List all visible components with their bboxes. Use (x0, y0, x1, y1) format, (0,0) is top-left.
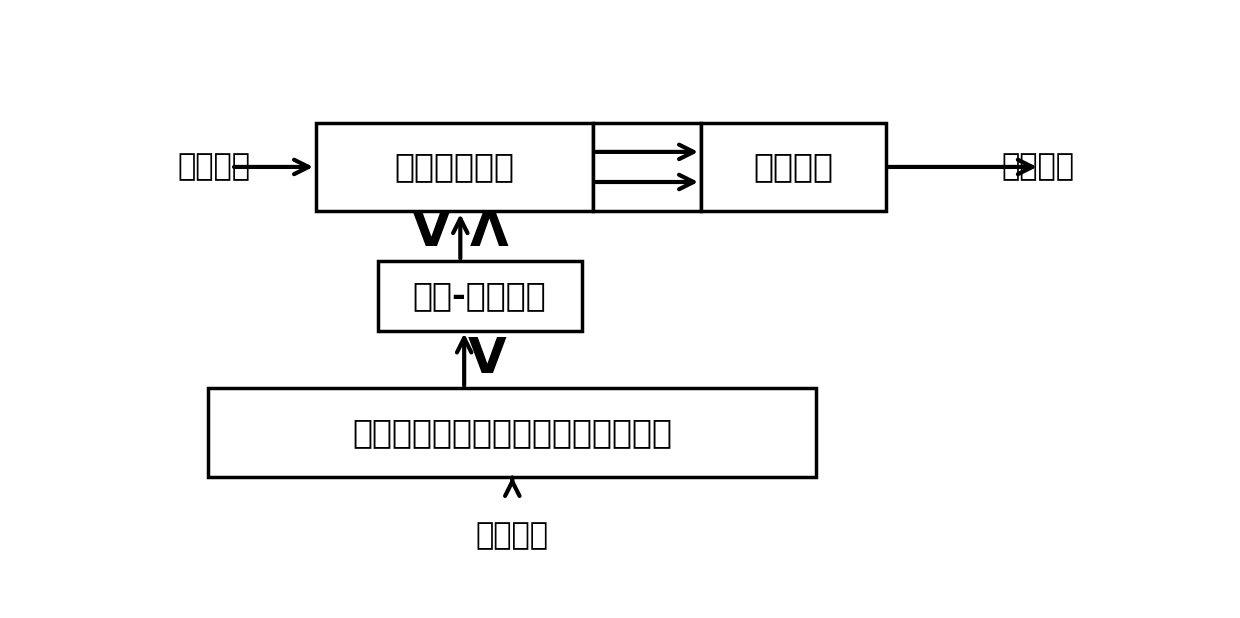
Text: 中频电路: 中频电路 (754, 150, 833, 184)
Bar (208, 388, 816, 477)
Text: 射频输入: 射频输入 (177, 152, 250, 181)
Text: Λ: Λ (470, 208, 508, 256)
Bar (701, 122, 885, 211)
Bar (316, 122, 593, 211)
Bar (593, 122, 701, 211)
Text: V: V (412, 208, 451, 256)
Text: 本振输入: 本振输入 (476, 521, 549, 550)
Text: 中频输出: 中频输出 (1002, 152, 1074, 181)
Text: V: V (467, 336, 507, 383)
Bar (377, 261, 582, 331)
Text: 槽线-微带巴伦: 槽线-微带巴伦 (413, 279, 547, 313)
Text: 取样门管电路: 取样门管电路 (394, 150, 515, 184)
Text: 自偏置非线性传输线窄脉冲发生电路: 自偏置非线性传输线窄脉冲发生电路 (352, 416, 672, 449)
